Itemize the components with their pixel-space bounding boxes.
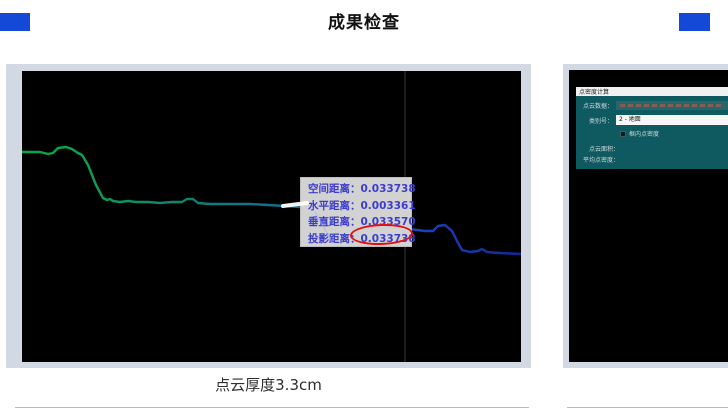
class-select[interactable]: 2 - 地面 <box>616 115 728 125</box>
area-label: 点云面积： <box>588 146 619 153</box>
dialog-body: 点云数据： 类别号： 2 - 地面 框内点密度 点云面积： 平均点密度： <box>576 96 728 169</box>
dialog-title: 点密度计算 <box>576 87 728 96</box>
point-cloud-canvas: 空间距离：0.033738 水平距离：0.003361 垂直距离：0.03357… <box>22 71 521 362</box>
checkbox-label: 框内点密度 <box>629 131 660 138</box>
separator-right <box>567 407 728 408</box>
data-label: 点云数据： <box>582 103 613 110</box>
dialog-row-checkbox: 框内点密度 <box>576 129 728 138</box>
measurement-tooltip: 空间距离：0.033738 水平距离：0.003361 垂直距离：0.03357… <box>300 177 416 247</box>
tooltip-row-space-distance: 空间距离：0.033738 <box>308 183 416 195</box>
point-density-dialog: 点密度计算 点云数据： 类别号： 2 - 地面 框内点密度 点云面积： <box>576 87 728 169</box>
dialog-row-data: 点云数据： <box>576 101 728 110</box>
density-canvas: 点密度计算 点云数据： 类别号： 2 - 地面 框内点密度 点云面积： <box>569 70 728 362</box>
point-cloud-profile-line <box>22 71 521 362</box>
density-label: 平均点密度： <box>582 157 619 164</box>
accent-rect-left <box>0 13 30 31</box>
page-title: 成果检查 <box>328 13 400 33</box>
point-cloud-data-input[interactable] <box>616 101 728 110</box>
figure-point-cloud-section: 空间距离：0.033738 水平距离：0.003361 垂直距离：0.03357… <box>6 64 531 368</box>
in-box-density-checkbox[interactable] <box>620 130 626 137</box>
tooltip-row-horizontal-distance: 水平距离：0.003361 <box>308 199 416 212</box>
obscured-text <box>620 104 721 107</box>
dialog-row-density: 平均点密度： <box>576 155 728 164</box>
class-label: 类别号： <box>588 117 613 125</box>
figure-density-dialog: 点密度计算 点云数据： 类别号： 2 - 地面 框内点密度 点云面积： <box>563 64 728 368</box>
separator-left <box>15 407 529 408</box>
dialog-row-class: 类别号： 2 - 地面 <box>576 115 728 125</box>
accent-rect-right <box>679 13 710 31</box>
dialog-row-area: 点云面积： <box>576 144 728 153</box>
figure-caption: 点云厚度3.3cm <box>215 376 322 394</box>
